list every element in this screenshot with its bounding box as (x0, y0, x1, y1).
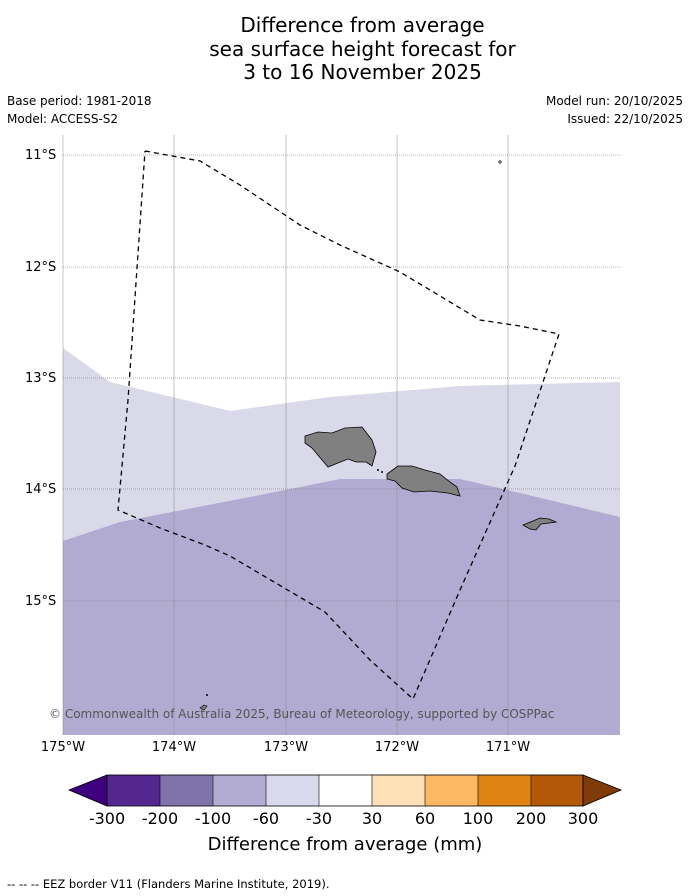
colorbar-swatch-6 (372, 775, 425, 806)
lon-label-174w: 174°W (151, 740, 197, 755)
issued-label: Issued: 22/10/2025 (567, 112, 683, 126)
colorbar-swatch-9 (531, 775, 583, 806)
base-period-label: Base period: 1981-2018 (7, 94, 152, 108)
colorbar-swatch-1 (107, 775, 160, 806)
colorbar-frame (106, 774, 584, 807)
colorbar-label-60: 60 (414, 809, 436, 828)
colorbar-title: Difference from average (mm) (207, 834, 483, 855)
colorbar-label-30: 30 (361, 809, 383, 828)
anomaly-band-mid (63, 479, 620, 735)
map-title: Difference from average sea surface heig… (0, 13, 690, 85)
colorbar-swatch-7 (425, 775, 478, 806)
colorbar-label-minus-100: -100 (194, 809, 232, 828)
island-islet-south-2 (206, 694, 208, 696)
lat-label-14s: 14°S (25, 482, 57, 497)
colorbar-label-300: 300 (567, 809, 599, 828)
island-islet-south (199, 704, 208, 711)
island-upolu (386, 465, 461, 497)
colorbar-extend-high (582, 774, 623, 807)
colorbar-extend-low (67, 774, 108, 807)
colorbar-label-minus-30: -30 (305, 809, 333, 828)
colorbar-label-200: 200 (515, 809, 547, 828)
graticule (62, 135, 620, 735)
eez-border (117, 150, 560, 701)
colorbar-swatch-2 (160, 775, 213, 806)
title-line-3: 3 to 16 November 2025 (243, 60, 482, 84)
lon-label-173w: 173°W (263, 740, 309, 755)
lon-label-175w: 175°W (40, 740, 86, 755)
lon-label-172w: 172°W (374, 740, 420, 755)
eez-footnote: -- -- -- EEZ border V11 (Flanders Marine… (7, 877, 330, 891)
lon-label-171w: 171°W (485, 740, 531, 755)
island-islet-north (498, 160, 502, 164)
island-islet-strait-2 (381, 471, 383, 473)
lat-label-13s: 13°S (25, 371, 57, 386)
colorbar-swatch-4 (266, 775, 319, 806)
lat-label-12s: 12°S (25, 260, 57, 275)
island-islet-strait-1 (377, 469, 379, 471)
colorbar-label-minus-300: -300 (88, 809, 126, 828)
title-line-1: Difference from average (240, 13, 485, 37)
colorbar-label-100: 100 (462, 809, 494, 828)
colorbar-label-minus-200: -200 (141, 809, 179, 828)
copyright-notice: © Commonwealth of Australia 2025, Bureau… (49, 707, 555, 721)
colorbar-swatch-3 (213, 775, 266, 806)
colorbar-swatch-5 (319, 775, 372, 806)
title-line-2: sea surface height forecast for (209, 36, 516, 61)
island-tutuila (522, 517, 558, 531)
lat-label-15s: 15°S (25, 594, 57, 609)
colorbar-swatch-8 (478, 775, 531, 806)
colorbar-label-minus-60: -60 (252, 809, 280, 828)
model-run-label: Model run: 20/10/2025 (545, 94, 683, 108)
island-savaii (304, 426, 377, 468)
lat-label-11s: 11°S (25, 148, 57, 163)
model-label: Model: ACCESS-S2 (7, 112, 119, 126)
colorbar-dividers (159, 775, 532, 806)
